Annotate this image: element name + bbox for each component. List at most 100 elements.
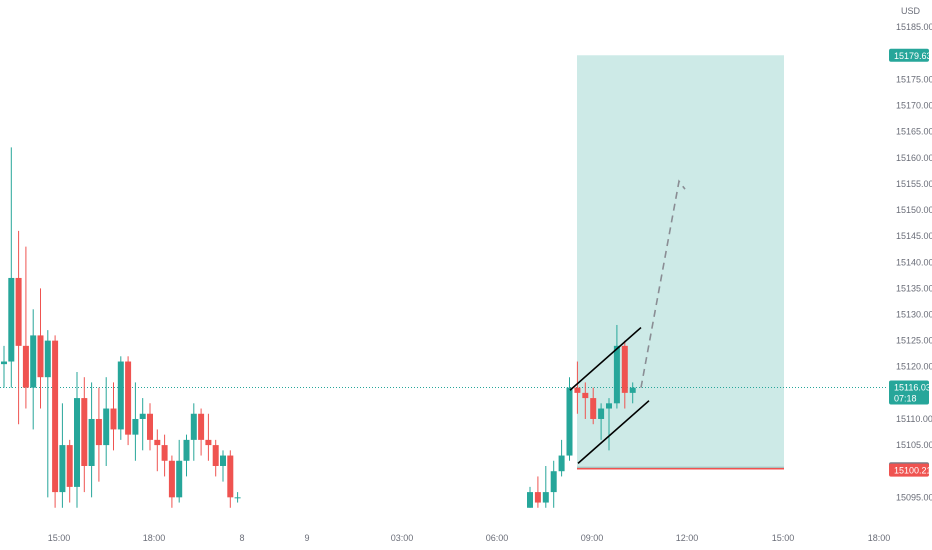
candle[interactable] [1, 345, 7, 388]
candle-body [125, 361, 132, 435]
y-tick-label: 15160.00 [896, 153, 932, 163]
y-tick-label: 15120.00 [896, 362, 932, 372]
candle-body [44, 340, 51, 378]
candle[interactable] [198, 408, 205, 456]
candle[interactable] [574, 361, 581, 414]
candle-body [534, 492, 541, 503]
y-tick-label: 15165.00 [896, 127, 932, 137]
candle[interactable] [103, 377, 110, 466]
candle[interactable] [598, 403, 605, 440]
candle-body [183, 439, 190, 461]
candle-body [147, 413, 153, 440]
candle[interactable] [117, 356, 124, 440]
candle[interactable] [234, 492, 241, 503]
candle[interactable] [110, 382, 117, 451]
candle[interactable] [542, 465, 549, 508]
candle[interactable] [190, 403, 197, 461]
candle[interactable] [566, 377, 573, 461]
candle-body [103, 408, 110, 446]
candle[interactable] [582, 382, 589, 419]
candle-body [234, 497, 241, 499]
candle-body [606, 403, 612, 409]
price-tag-label: 15179.63 [894, 51, 932, 61]
candle-body [590, 398, 597, 419]
x-tick-label: 06:00 [486, 533, 509, 543]
candle[interactable] [205, 413, 212, 461]
candle-body [8, 277, 15, 362]
candle[interactable] [606, 398, 612, 451]
y-tick-label: 15145.00 [896, 231, 932, 241]
projection-path[interactable] [640, 179, 686, 388]
candle[interactable] [527, 486, 533, 508]
candle[interactable] [30, 309, 37, 430]
candle-body [566, 387, 573, 456]
candle[interactable] [613, 324, 620, 409]
y-tick-label: 15135.00 [896, 283, 932, 293]
price-tag-label: 15116.03 [894, 382, 931, 392]
candle[interactable] [8, 147, 15, 388]
candle[interactable] [22, 246, 29, 409]
candle[interactable] [183, 434, 190, 477]
candle[interactable] [147, 403, 153, 451]
candle-body [168, 460, 175, 498]
candle[interactable] [590, 387, 597, 425]
x-tick-label: 18:00 [868, 533, 891, 543]
candle[interactable] [125, 356, 132, 446]
channel-lower-line[interactable] [577, 400, 650, 464]
y-tick-label: 15095.00 [896, 492, 932, 502]
candle-body [132, 418, 139, 435]
x-tick-label: 12:00 [676, 533, 699, 543]
candle[interactable] [139, 398, 146, 451]
candle[interactable] [558, 439, 565, 477]
candle-body [190, 413, 197, 440]
candle[interactable] [81, 377, 88, 493]
candle-body [198, 413, 205, 440]
price-tag[interactable]: 15179.63 [889, 48, 932, 62]
candle-body [220, 455, 226, 466]
x-tick-label: 15:00 [48, 533, 71, 543]
price-tag-countdown: 07:18 [894, 393, 917, 403]
candle[interactable] [44, 330, 51, 498]
candle[interactable] [227, 450, 234, 508]
candle[interactable] [220, 450, 226, 482]
candle[interactable] [212, 439, 219, 477]
candle-body [22, 345, 29, 388]
candle[interactable] [629, 382, 636, 404]
x-tick-label: 9 [304, 533, 309, 543]
target-zone[interactable] [577, 55, 784, 469]
candle[interactable] [52, 335, 59, 508]
candle[interactable] [15, 230, 22, 425]
channel-upper-line[interactable] [569, 326, 642, 391]
y-tick-label: 15150.00 [896, 205, 932, 215]
candle[interactable] [59, 403, 66, 508]
candle-body [574, 387, 581, 393]
candle-body [74, 398, 80, 487]
candle[interactable] [550, 460, 557, 508]
price-tag-label: 15100.21 [894, 466, 932, 476]
candle[interactable] [621, 340, 628, 409]
candle[interactable] [161, 434, 168, 477]
y-tick-label: 15125.00 [896, 336, 932, 346]
y-tick-label: 15130.00 [896, 310, 932, 320]
candle[interactable] [95, 387, 102, 482]
candle[interactable] [74, 371, 80, 508]
price-tag[interactable]: 15100.21 [889, 463, 932, 477]
candle[interactable] [176, 439, 183, 503]
candle[interactable] [66, 439, 73, 503]
candle[interactable] [37, 288, 44, 409]
candle[interactable] [154, 429, 161, 472]
candle-body [613, 345, 620, 404]
candle[interactable] [168, 455, 175, 508]
candle[interactable] [88, 382, 95, 498]
x-tick-label: 09:00 [581, 533, 604, 543]
candle[interactable] [534, 476, 541, 508]
candle-body [15, 277, 22, 346]
candle-body [598, 408, 605, 419]
candle-body [629, 387, 636, 393]
candle-body [66, 445, 73, 487]
candle-body [88, 418, 95, 466]
candle[interactable] [132, 382, 139, 461]
